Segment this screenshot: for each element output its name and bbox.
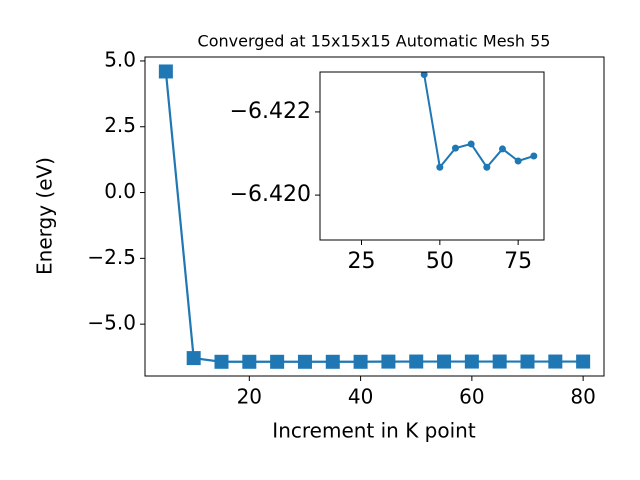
marker bbox=[451, 144, 459, 152]
y-tick-label: −6.420 bbox=[230, 182, 311, 207]
marker bbox=[409, 354, 424, 369]
marker bbox=[514, 157, 522, 165]
marker bbox=[270, 354, 285, 369]
plot-background bbox=[320, 72, 544, 240]
marker bbox=[353, 354, 368, 369]
y-tick-label: 2.5 bbox=[104, 113, 136, 137]
marker bbox=[381, 354, 396, 369]
marker bbox=[186, 351, 201, 366]
marker bbox=[498, 145, 506, 153]
x-tick-label: 75 bbox=[504, 249, 532, 274]
plot-frame bbox=[319, 71, 545, 241]
marker bbox=[464, 354, 479, 369]
x-tick-label: 40 bbox=[348, 385, 373, 409]
y-axis-label: Energy (eV) bbox=[33, 157, 57, 275]
marker bbox=[492, 354, 507, 369]
marker bbox=[214, 354, 229, 369]
marker bbox=[158, 64, 173, 79]
y-tick-label: −6.422 bbox=[230, 99, 311, 124]
marker bbox=[420, 72, 428, 78]
x-tick-label: 50 bbox=[426, 249, 454, 274]
marker bbox=[483, 163, 491, 171]
x-tick-label: 20 bbox=[237, 385, 262, 409]
x-axis-label: Increment in K point bbox=[272, 419, 476, 443]
marker bbox=[520, 354, 535, 369]
plot-area bbox=[158, 64, 591, 369]
x-tick-label: 80 bbox=[570, 385, 595, 409]
y-tick-label: −2.5 bbox=[87, 245, 136, 269]
x-tick-label: 60 bbox=[459, 385, 484, 409]
marker bbox=[242, 354, 257, 369]
marker bbox=[436, 163, 444, 171]
marker bbox=[325, 354, 340, 369]
y-tick-label: −5.0 bbox=[87, 311, 136, 335]
marker bbox=[437, 354, 452, 369]
x-tick-label: 25 bbox=[348, 249, 376, 274]
marker bbox=[548, 354, 563, 369]
plot-area bbox=[420, 72, 538, 171]
marker bbox=[530, 152, 538, 160]
marker bbox=[297, 354, 312, 369]
chart-title: Converged at 15x15x15 Automatic Mesh 55 bbox=[198, 32, 551, 51]
y-tick-label: 0.0 bbox=[104, 179, 136, 203]
marker bbox=[467, 140, 475, 148]
line bbox=[164, 71, 584, 363]
marker bbox=[576, 354, 591, 369]
plot-frame bbox=[144, 56, 605, 377]
y-tick-label: 5.0 bbox=[104, 47, 136, 71]
